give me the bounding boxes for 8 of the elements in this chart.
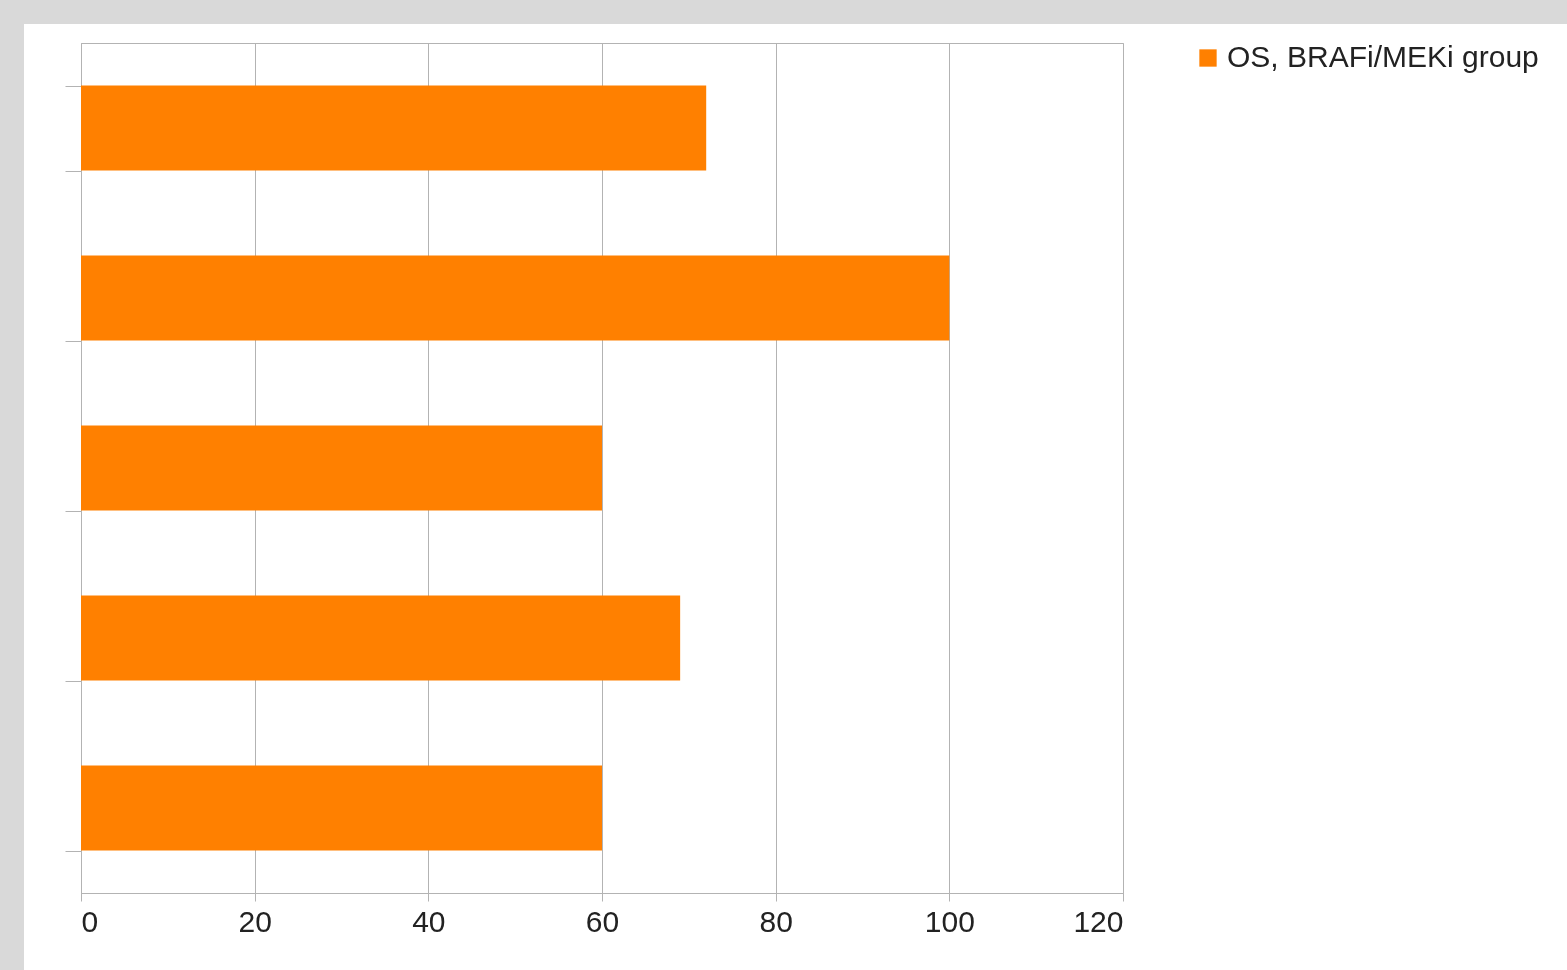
x-tick-label: 20 [238,904,272,938]
x-tick-label: 60 [585,904,620,938]
x-tick-label: 40 [412,904,446,938]
x-tick-label: 100 [924,904,975,938]
x-tick-label: 0 [81,904,99,938]
x-tick-label: 80 [759,904,793,938]
x-tick-label: 120 [1073,904,1124,938]
legend-label: OS, BRAFi/MEKi group [1227,40,1539,73]
